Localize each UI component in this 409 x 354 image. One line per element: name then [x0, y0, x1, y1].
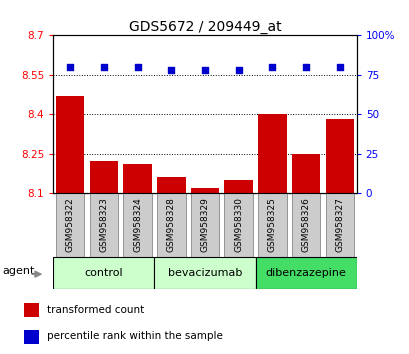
Text: GSM958324: GSM958324 — [133, 198, 142, 252]
FancyBboxPatch shape — [53, 257, 154, 289]
Text: GSM958328: GSM958328 — [166, 197, 175, 252]
Point — [100, 64, 107, 70]
FancyBboxPatch shape — [258, 193, 286, 257]
Text: GSM958327: GSM958327 — [335, 197, 344, 252]
Bar — [258, 114, 286, 193]
Bar — [325, 119, 353, 193]
Text: GSM958325: GSM958325 — [267, 197, 276, 252]
FancyBboxPatch shape — [56, 193, 84, 257]
Bar — [24, 330, 39, 344]
Point — [268, 64, 275, 70]
Point — [168, 67, 174, 73]
Text: control: control — [84, 268, 123, 278]
Text: GSM958326: GSM958326 — [301, 197, 310, 252]
Bar — [190, 188, 219, 193]
FancyBboxPatch shape — [190, 193, 219, 257]
Bar — [291, 154, 320, 193]
Bar — [24, 303, 39, 317]
Bar — [157, 177, 185, 193]
Text: bevacizumab: bevacizumab — [167, 268, 242, 278]
Point — [336, 64, 342, 70]
Text: GSM958330: GSM958330 — [234, 197, 243, 252]
FancyBboxPatch shape — [157, 193, 185, 257]
FancyBboxPatch shape — [123, 193, 151, 257]
FancyBboxPatch shape — [255, 257, 356, 289]
FancyBboxPatch shape — [154, 257, 255, 289]
Text: GSM958323: GSM958323 — [99, 197, 108, 252]
FancyBboxPatch shape — [325, 193, 353, 257]
Title: GDS5672 / 209449_at: GDS5672 / 209449_at — [128, 21, 281, 34]
FancyBboxPatch shape — [291, 193, 320, 257]
Bar — [224, 180, 252, 193]
Point — [235, 67, 241, 73]
Point — [67, 64, 73, 70]
Text: dibenzazepine: dibenzazepine — [265, 268, 346, 278]
Text: percentile rank within the sample: percentile rank within the sample — [47, 331, 222, 341]
Point — [201, 67, 208, 73]
Text: agent: agent — [3, 266, 35, 276]
Text: GSM958329: GSM958329 — [200, 197, 209, 252]
Point — [134, 64, 141, 70]
FancyBboxPatch shape — [89, 193, 118, 257]
Bar — [89, 161, 118, 193]
Bar — [56, 96, 84, 193]
Text: transformed count: transformed count — [47, 305, 144, 315]
Text: GSM958322: GSM958322 — [65, 198, 74, 252]
Bar — [123, 164, 151, 193]
FancyBboxPatch shape — [224, 193, 252, 257]
Point — [302, 64, 309, 70]
